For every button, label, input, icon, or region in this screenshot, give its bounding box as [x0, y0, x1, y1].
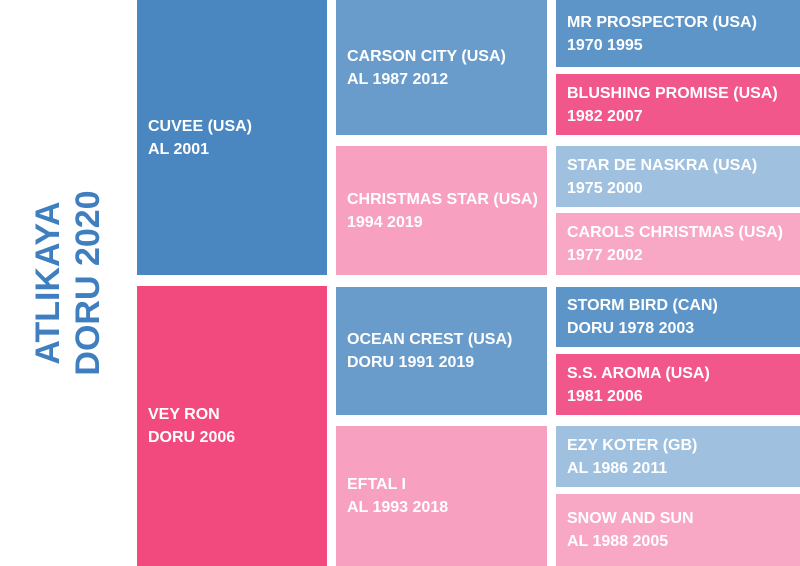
horse-name: EFTAL I [347, 476, 406, 493]
horse-box: STORM BIRD (CAN) DORU 1978 2003 [556, 287, 800, 347]
horse-name: CHRISTMAS STAR (USA) [347, 190, 538, 208]
horse-name: EZY KOTER (GB) [567, 436, 698, 454]
horse-detail: 1975 2000 [567, 179, 643, 197]
horse-box: S.S. AROMA (USA) 1981 2006 [556, 354, 800, 415]
horse-detail: 1981 2006 [567, 387, 643, 405]
subject: ATLIKAYA DORU 2020 [28, 190, 108, 375]
horse-detail: AL 1988 2005 [567, 533, 669, 550]
horse-box: VEY RON DORU 2006 [137, 286, 327, 566]
horse-box: CARSON CITY (USA) AL 1987 2012 [336, 0, 547, 135]
horse-box: CAROLS CHRISTMAS (USA) 1977 2002 [556, 213, 800, 275]
horse-box: EFTAL I AL 1993 2018 [336, 426, 547, 566]
horse-box: OCEAN CREST (USA) DORU 1991 2019 [336, 287, 547, 415]
horse-detail: AL 2001 [148, 140, 210, 158]
horse-name: VEY RON [148, 406, 220, 423]
horse-box: EZY KOTER (GB) AL 1986 2011 [556, 426, 800, 487]
horse-name: STAR DE NASKRA (USA) [567, 156, 758, 174]
horse-name: OCEAN CREST (USA) [347, 331, 513, 348]
horse-detail: AL 1986 2011 [567, 459, 668, 477]
horse-box: MR PROSPECTOR (USA) 1970 1995 [556, 0, 800, 67]
horse-detail: 1994 2019 [347, 213, 423, 231]
horse-box: SNOW AND SUN AL 1988 2005 [556, 494, 800, 566]
horse-name: S.S. AROMA (USA) [567, 364, 710, 382]
horse-box: CHRISTMAS STAR (USA) 1994 2019 [336, 146, 547, 275]
horse-name: SNOW AND SUN [567, 510, 694, 527]
horse-detail: 1982 2007 [567, 107, 643, 125]
horse-detail: DORU 2006 [148, 429, 236, 446]
horse-name: BLUSHING PROMISE (USA) [567, 84, 778, 102]
horse-detail: DORU 1991 2019 [347, 354, 475, 371]
horse-name: STORM BIRD (CAN) [567, 297, 718, 314]
horse-detail: AL 1987 2012 [347, 70, 449, 88]
subject-name: ATLIKAYA [29, 201, 67, 365]
horse-detail: AL 1993 2018 [347, 499, 449, 516]
horse-box: STAR DE NASKRA (USA) 1975 2000 [556, 146, 800, 207]
horse-name: CAROLS CHRISTMAS (USA) [567, 224, 783, 241]
horse-name: MR PROSPECTOR (USA) [567, 13, 757, 31]
horse-detail: DORU 1978 2003 [567, 320, 695, 337]
horse-detail: 1977 2002 [567, 247, 643, 264]
horse-name: CUVEE (USA) [148, 117, 253, 135]
horse-detail: 1970 1995 [567, 36, 643, 54]
horse-box: BLUSHING PROMISE (USA) 1982 2007 [556, 74, 800, 135]
horse-name: CARSON CITY (USA) [347, 47, 506, 65]
subject-detail: DORU 2020 [69, 190, 107, 376]
horse-box: CUVEE (USA) AL 2001 [137, 0, 327, 275]
